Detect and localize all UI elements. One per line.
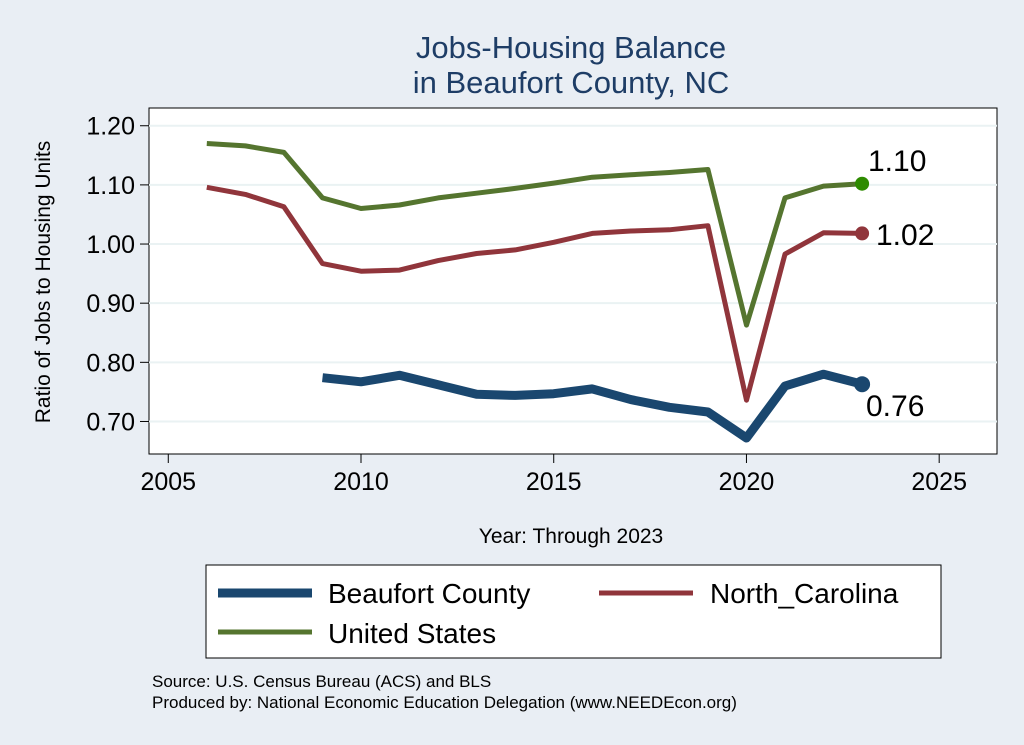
x-axis: 2005 2010 2015 2020 2025 [140, 454, 967, 496]
y-tick-label: 1.10 [86, 172, 135, 200]
y-tick-label: 0.80 [86, 349, 135, 377]
end-label-beaufort-county: 0.76 [866, 390, 924, 423]
series-line-united-states [206, 141, 863, 328]
chart-title-line-2: in Beaufort County, NC [413, 65, 729, 100]
x-tick-label: 2005 [140, 468, 196, 496]
source-note: Source: U.S. Census Bureau (ACS) and BLS [152, 672, 491, 691]
plot-area [148, 107, 998, 455]
legend-label-north-carolina: North_Carolina [710, 578, 899, 609]
x-tick-label: 2015 [526, 468, 582, 496]
x-tick-label: 2025 [911, 468, 967, 496]
end-marker-united-states [855, 176, 870, 191]
y-tick-label: 1.20 [86, 113, 135, 141]
end-markers [854, 176, 871, 393]
end-label-united-states: 1.10 [868, 145, 926, 178]
series-line-beaufort-county [322, 369, 864, 443]
gridlines [149, 124, 997, 423]
y-tick-label: 1.00 [86, 231, 135, 259]
chart-title-line-1: Jobs-Housing Balance [416, 30, 726, 65]
y-axis-title: Ratio of Jobs to Housing Units [32, 141, 55, 423]
end-label-north-carolina: 1.02 [876, 219, 934, 252]
y-tick-label: 0.70 [86, 408, 135, 436]
series-lines [206, 141, 864, 443]
y-tick-label: 0.90 [86, 290, 135, 318]
legend-box [205, 564, 942, 659]
legend-label-beaufort-county: Beaufort County [328, 578, 530, 609]
end-marker-north-carolina [855, 226, 870, 241]
series-line-north-carolina [206, 184, 863, 403]
x-tick-label: 2020 [719, 468, 775, 496]
x-axis-title: Year: Through 2023 [479, 525, 664, 548]
x-tick-label: 2010 [333, 468, 389, 496]
y-axis: 0.70 0.80 0.90 1.00 1.10 1.20 [86, 113, 149, 436]
end-marker-beaufort-county [854, 376, 871, 393]
producer-note: Produced by: National Economic Education… [152, 693, 737, 712]
legend-label-united-states: United States [328, 618, 496, 649]
